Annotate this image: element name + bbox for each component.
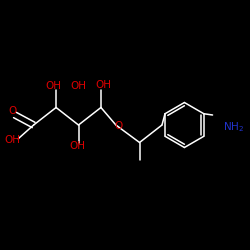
Text: OH: OH bbox=[70, 81, 86, 91]
Text: NH$_2$: NH$_2$ bbox=[223, 120, 244, 134]
Text: OH: OH bbox=[4, 135, 20, 145]
Text: OH: OH bbox=[69, 141, 85, 151]
Text: OH: OH bbox=[46, 81, 62, 91]
Text: O: O bbox=[9, 106, 17, 116]
Text: O: O bbox=[114, 121, 122, 131]
Text: OH: OH bbox=[96, 80, 112, 90]
